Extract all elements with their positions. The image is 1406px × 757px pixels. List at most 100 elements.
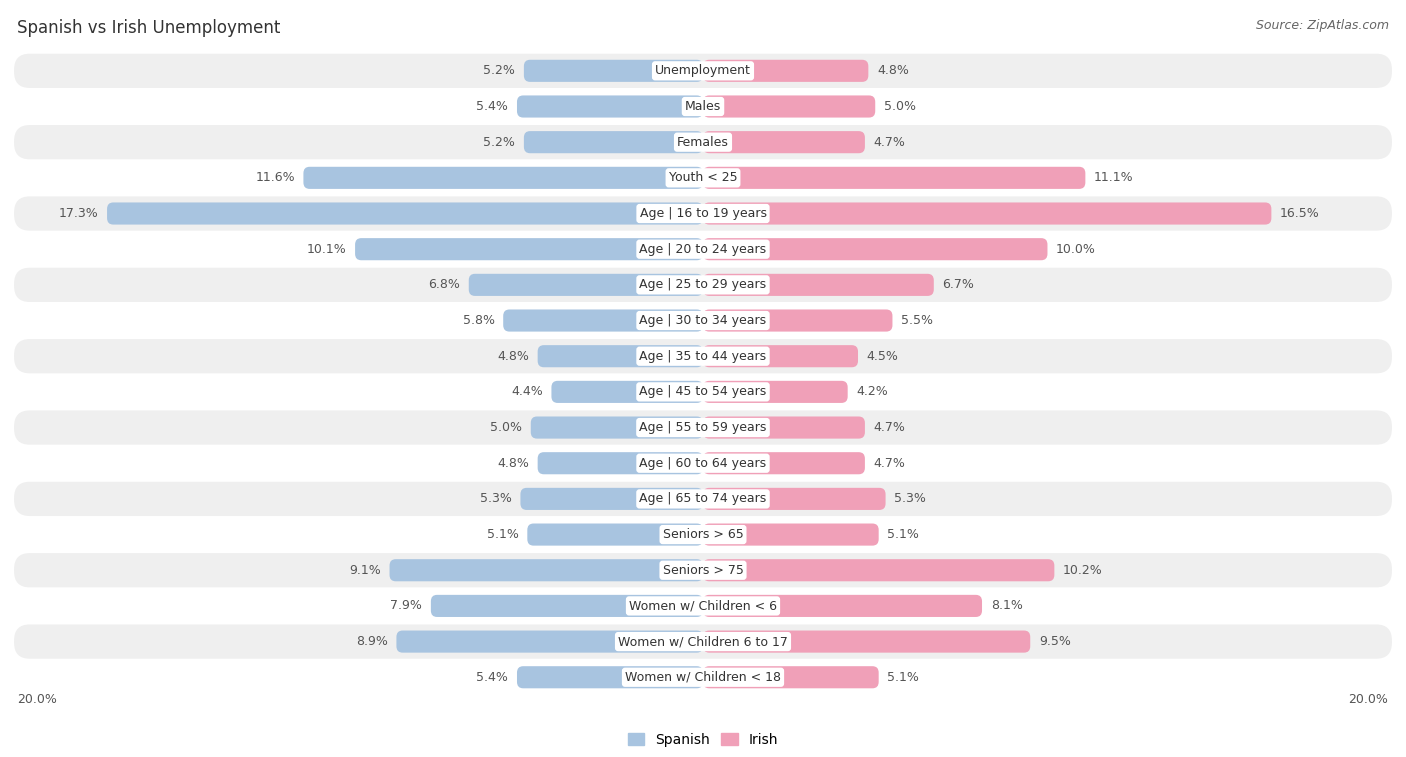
- Text: 8.9%: 8.9%: [356, 635, 388, 648]
- Text: 6.8%: 6.8%: [429, 279, 460, 291]
- Text: 5.4%: 5.4%: [477, 100, 509, 113]
- FancyBboxPatch shape: [14, 625, 1392, 659]
- Text: Age | 60 to 64 years: Age | 60 to 64 years: [640, 456, 766, 470]
- Text: 7.9%: 7.9%: [391, 600, 422, 612]
- Text: 16.5%: 16.5%: [1279, 207, 1320, 220]
- FancyBboxPatch shape: [703, 131, 865, 153]
- FancyBboxPatch shape: [430, 595, 703, 617]
- Text: 5.3%: 5.3%: [479, 492, 512, 506]
- FancyBboxPatch shape: [517, 666, 703, 688]
- FancyBboxPatch shape: [703, 595, 981, 617]
- FancyBboxPatch shape: [389, 559, 703, 581]
- FancyBboxPatch shape: [468, 274, 703, 296]
- Text: 11.1%: 11.1%: [1094, 171, 1133, 185]
- FancyBboxPatch shape: [531, 416, 703, 438]
- FancyBboxPatch shape: [524, 60, 703, 82]
- FancyBboxPatch shape: [14, 589, 1392, 623]
- Text: Age | 30 to 34 years: Age | 30 to 34 years: [640, 314, 766, 327]
- Text: Females: Females: [678, 136, 728, 148]
- FancyBboxPatch shape: [14, 268, 1392, 302]
- Text: Seniors > 75: Seniors > 75: [662, 564, 744, 577]
- FancyBboxPatch shape: [14, 339, 1392, 373]
- FancyBboxPatch shape: [14, 553, 1392, 587]
- Text: 5.2%: 5.2%: [484, 136, 515, 148]
- Text: 5.2%: 5.2%: [484, 64, 515, 77]
- FancyBboxPatch shape: [703, 381, 848, 403]
- Text: 4.8%: 4.8%: [877, 64, 908, 77]
- Text: 8.1%: 8.1%: [991, 600, 1022, 612]
- Text: 10.2%: 10.2%: [1063, 564, 1102, 577]
- Text: Age | 25 to 29 years: Age | 25 to 29 years: [640, 279, 766, 291]
- FancyBboxPatch shape: [703, 416, 865, 438]
- FancyBboxPatch shape: [524, 131, 703, 153]
- FancyBboxPatch shape: [703, 559, 1054, 581]
- FancyBboxPatch shape: [14, 446, 1392, 481]
- FancyBboxPatch shape: [14, 196, 1392, 231]
- Text: 5.1%: 5.1%: [887, 671, 920, 684]
- FancyBboxPatch shape: [520, 488, 703, 510]
- FancyBboxPatch shape: [703, 488, 886, 510]
- FancyBboxPatch shape: [14, 89, 1392, 123]
- FancyBboxPatch shape: [703, 524, 879, 546]
- FancyBboxPatch shape: [703, 631, 1031, 653]
- FancyBboxPatch shape: [551, 381, 703, 403]
- Text: Women w/ Children < 6: Women w/ Children < 6: [628, 600, 778, 612]
- FancyBboxPatch shape: [703, 202, 1271, 225]
- Text: 5.1%: 5.1%: [887, 528, 920, 541]
- Text: 5.1%: 5.1%: [486, 528, 519, 541]
- Text: Unemployment: Unemployment: [655, 64, 751, 77]
- FancyBboxPatch shape: [14, 160, 1392, 195]
- Text: Women w/ Children < 18: Women w/ Children < 18: [626, 671, 780, 684]
- FancyBboxPatch shape: [703, 274, 934, 296]
- FancyBboxPatch shape: [703, 310, 893, 332]
- Text: 9.1%: 9.1%: [349, 564, 381, 577]
- FancyBboxPatch shape: [703, 95, 875, 117]
- FancyBboxPatch shape: [703, 452, 865, 475]
- FancyBboxPatch shape: [517, 95, 703, 117]
- FancyBboxPatch shape: [14, 410, 1392, 444]
- Text: 4.7%: 4.7%: [873, 421, 905, 434]
- Text: Source: ZipAtlas.com: Source: ZipAtlas.com: [1256, 19, 1389, 32]
- Text: 4.2%: 4.2%: [856, 385, 889, 398]
- Text: 5.3%: 5.3%: [894, 492, 927, 506]
- Text: 4.7%: 4.7%: [873, 456, 905, 470]
- Text: Age | 45 to 54 years: Age | 45 to 54 years: [640, 385, 766, 398]
- FancyBboxPatch shape: [703, 167, 1085, 189]
- FancyBboxPatch shape: [703, 238, 1047, 260]
- FancyBboxPatch shape: [304, 167, 703, 189]
- Text: 4.7%: 4.7%: [873, 136, 905, 148]
- Text: 4.8%: 4.8%: [498, 456, 529, 470]
- FancyBboxPatch shape: [14, 54, 1392, 88]
- Text: 5.0%: 5.0%: [491, 421, 522, 434]
- Text: Seniors > 65: Seniors > 65: [662, 528, 744, 541]
- FancyBboxPatch shape: [537, 452, 703, 475]
- FancyBboxPatch shape: [107, 202, 703, 225]
- Text: Age | 55 to 59 years: Age | 55 to 59 years: [640, 421, 766, 434]
- FancyBboxPatch shape: [703, 60, 869, 82]
- FancyBboxPatch shape: [503, 310, 703, 332]
- Text: 20.0%: 20.0%: [1348, 693, 1389, 706]
- Text: 4.8%: 4.8%: [498, 350, 529, 363]
- FancyBboxPatch shape: [14, 304, 1392, 338]
- FancyBboxPatch shape: [14, 660, 1392, 694]
- Text: 10.1%: 10.1%: [307, 243, 346, 256]
- Text: 11.6%: 11.6%: [254, 171, 295, 185]
- Text: 4.5%: 4.5%: [866, 350, 898, 363]
- FancyBboxPatch shape: [14, 518, 1392, 552]
- Text: 5.4%: 5.4%: [477, 671, 509, 684]
- Legend: Spanish, Irish: Spanish, Irish: [621, 727, 785, 752]
- Text: 5.8%: 5.8%: [463, 314, 495, 327]
- FancyBboxPatch shape: [537, 345, 703, 367]
- FancyBboxPatch shape: [396, 631, 703, 653]
- Text: Age | 35 to 44 years: Age | 35 to 44 years: [640, 350, 766, 363]
- Text: 9.5%: 9.5%: [1039, 635, 1071, 648]
- FancyBboxPatch shape: [14, 125, 1392, 159]
- Text: Women w/ Children 6 to 17: Women w/ Children 6 to 17: [619, 635, 787, 648]
- FancyBboxPatch shape: [14, 481, 1392, 516]
- FancyBboxPatch shape: [356, 238, 703, 260]
- Text: 6.7%: 6.7%: [942, 279, 974, 291]
- Text: Males: Males: [685, 100, 721, 113]
- Text: Spanish vs Irish Unemployment: Spanish vs Irish Unemployment: [17, 19, 280, 37]
- Text: 20.0%: 20.0%: [17, 693, 58, 706]
- Text: Youth < 25: Youth < 25: [669, 171, 737, 185]
